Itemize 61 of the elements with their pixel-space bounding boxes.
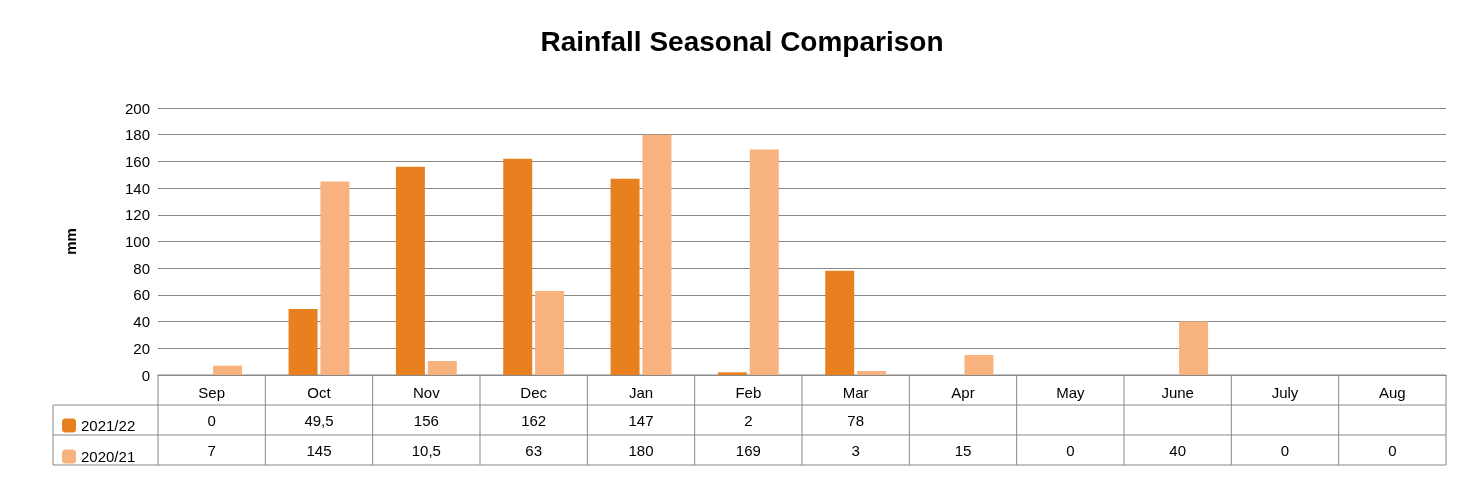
x-tick-label: Aug — [1378, 384, 1406, 401]
data-label: 78 — [847, 411, 865, 429]
y-tick-label: 60 — [133, 286, 150, 304]
y-tick-label: 100 — [124, 233, 150, 250]
bar — [749, 149, 779, 375]
x-tick-label: Mar — [842, 384, 869, 401]
x-tick-label: July — [1271, 384, 1299, 401]
data-label: 147 — [628, 411, 654, 429]
x-tick-label: Feb — [735, 384, 762, 401]
x-tick-label: Nov — [412, 384, 441, 401]
data-label: 40 — [1169, 441, 1187, 459]
data-label: 162 — [521, 411, 547, 429]
x-tick-label: Apr — [951, 384, 975, 401]
x-tick-label: May — [1056, 384, 1085, 401]
y-tick-label: 200 — [124, 99, 150, 117]
data-label: 63 — [525, 441, 543, 459]
bar — [825, 270, 855, 375]
data-label: 0 — [1388, 441, 1397, 459]
bar — [535, 290, 565, 375]
data-label: 49,5 — [304, 411, 334, 429]
data-label: 169 — [735, 441, 761, 459]
bar — [857, 371, 887, 375]
y-tick-label: 20 — [133, 339, 150, 357]
data-label: 156 — [413, 411, 439, 429]
y-tick-label: 0 — [141, 366, 150, 384]
data-label: 2 — [744, 411, 753, 429]
x-tick-label: Oct — [307, 384, 332, 401]
y-tick-label: 180 — [124, 126, 150, 144]
bar — [288, 308, 318, 375]
y-axis-title: mm — [62, 228, 79, 255]
bar — [503, 158, 533, 375]
y-tick-label: 80 — [133, 259, 150, 277]
y-tick-label: 160 — [124, 152, 150, 170]
bar — [427, 360, 457, 375]
y-tick-label: 140 — [124, 179, 150, 197]
legend-label: 2021/22 — [81, 417, 136, 434]
data-label: 10,5 — [411, 441, 441, 459]
data-label: 15 — [954, 441, 972, 459]
legend-label: 2020/21 — [81, 448, 136, 465]
bar — [395, 166, 425, 375]
data-label: 180 — [628, 441, 654, 459]
x-tick-label: June — [1161, 384, 1194, 401]
bar — [213, 365, 243, 375]
bar — [320, 181, 350, 375]
bar — [1179, 321, 1209, 375]
x-tick-label: Jan — [628, 384, 654, 401]
x-tick-label: Dec — [520, 384, 548, 401]
y-tick-label: 40 — [133, 313, 150, 331]
data-label: 0 — [207, 411, 216, 429]
data-label: 3 — [851, 441, 860, 459]
data-label: 145 — [306, 441, 332, 459]
x-tick-label: Sep — [198, 384, 226, 401]
bar — [642, 134, 672, 375]
bar — [717, 372, 747, 375]
data-label: 7 — [207, 441, 216, 459]
bar — [964, 354, 994, 375]
y-tick-label: 120 — [124, 206, 150, 224]
data-label: 0 — [1066, 441, 1075, 459]
data-label: 0 — [1280, 441, 1290, 459]
bar — [610, 178, 640, 375]
chart-title: Rainfall Seasonal Comparison — [540, 25, 944, 57]
